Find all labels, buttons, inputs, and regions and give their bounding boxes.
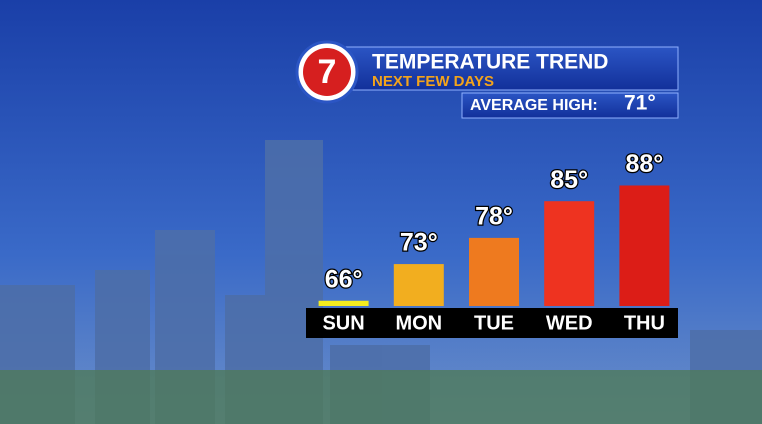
value-label: 73° <box>400 229 438 257</box>
x-tick-label: MON <box>395 312 442 334</box>
value-label: 78° <box>475 202 513 230</box>
chart-subtitle: NEXT FEW DAYS <box>372 73 494 90</box>
trees <box>0 370 762 424</box>
bar <box>544 201 595 306</box>
value-label: 66° <box>325 265 363 293</box>
x-tick-label: TUE <box>474 312 514 334</box>
bar <box>318 300 369 306</box>
chart-title: TEMPERATURE TREND <box>372 51 608 74</box>
bar <box>393 264 444 306</box>
logo-text: 7 <box>318 53 337 91</box>
bar <box>619 185 670 306</box>
average-label: AVERAGE HIGH: <box>470 97 598 114</box>
average-value: 71° <box>624 92 656 115</box>
value-label: 88° <box>625 150 663 178</box>
x-tick-label: SUN <box>322 312 364 334</box>
average-box <box>461 92 679 119</box>
x-tick-label: THU <box>624 312 665 334</box>
x-tick-label: WED <box>546 312 593 334</box>
logo-inner <box>303 48 351 96</box>
category-strip <box>306 308 678 338</box>
value-label: 85° <box>550 166 588 194</box>
title-box <box>344 46 679 91</box>
bar <box>469 237 519 306</box>
